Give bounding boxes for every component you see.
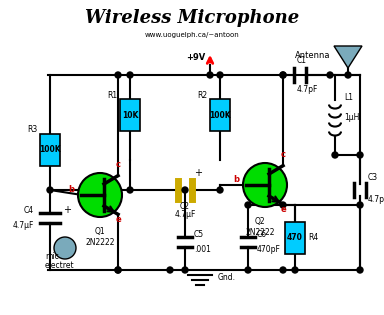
Text: C6: C6	[257, 230, 267, 239]
Circle shape	[115, 72, 121, 78]
Text: 4.7μF: 4.7μF	[174, 210, 196, 219]
Text: C1: C1	[297, 56, 307, 65]
Circle shape	[182, 187, 188, 193]
Text: 470: 470	[287, 233, 303, 243]
Circle shape	[217, 187, 223, 193]
Circle shape	[357, 202, 363, 208]
Text: +: +	[194, 168, 202, 178]
Text: 2N2222: 2N2222	[85, 238, 115, 247]
Text: +: +	[63, 205, 71, 215]
Text: e: e	[281, 205, 287, 214]
Text: +9V: +9V	[186, 54, 205, 62]
Circle shape	[280, 72, 286, 78]
Text: C2: C2	[180, 202, 190, 211]
Text: b: b	[68, 186, 74, 194]
Text: 100K: 100K	[209, 111, 231, 119]
Circle shape	[54, 237, 76, 259]
Circle shape	[280, 72, 286, 78]
FancyBboxPatch shape	[40, 134, 60, 166]
Circle shape	[357, 152, 363, 158]
Circle shape	[78, 173, 122, 217]
Text: C3: C3	[368, 173, 378, 182]
Text: 4.7pF: 4.7pF	[368, 195, 384, 204]
Circle shape	[243, 163, 287, 207]
Text: Q1: Q1	[95, 227, 105, 236]
Circle shape	[280, 202, 286, 208]
Circle shape	[127, 72, 133, 78]
Circle shape	[115, 267, 121, 273]
Circle shape	[47, 187, 53, 193]
Circle shape	[357, 267, 363, 273]
Text: 470pF: 470pF	[257, 245, 281, 254]
Circle shape	[345, 72, 351, 78]
Text: 100K: 100K	[39, 146, 61, 154]
Text: R2: R2	[197, 90, 207, 100]
Text: electret: electret	[45, 261, 74, 270]
Text: Wireless Microphone: Wireless Microphone	[85, 9, 299, 27]
Circle shape	[217, 72, 223, 78]
Circle shape	[207, 72, 213, 78]
Polygon shape	[334, 46, 362, 68]
Circle shape	[167, 267, 173, 273]
Text: C5: C5	[194, 230, 204, 239]
Text: e: e	[116, 215, 122, 224]
Text: 4.7pF: 4.7pF	[297, 85, 318, 94]
Text: Gnd.: Gnd.	[218, 272, 236, 282]
Text: R1: R1	[107, 90, 117, 100]
Text: .001: .001	[194, 245, 211, 254]
Text: mic: mic	[45, 252, 59, 261]
Circle shape	[327, 72, 333, 78]
Text: 1μH: 1μH	[344, 113, 359, 123]
Text: c: c	[116, 160, 121, 169]
Circle shape	[115, 267, 121, 273]
Text: www.uoguelph.ca/~antoon: www.uoguelph.ca/~antoon	[145, 32, 239, 38]
Circle shape	[182, 267, 188, 273]
Text: C4: C4	[24, 206, 34, 215]
Circle shape	[332, 152, 338, 158]
Circle shape	[127, 187, 133, 193]
Text: R3: R3	[27, 125, 37, 135]
Circle shape	[245, 202, 251, 208]
Text: Q2: Q2	[255, 217, 265, 226]
FancyBboxPatch shape	[210, 99, 230, 131]
Text: 4.7μF: 4.7μF	[13, 221, 34, 230]
Circle shape	[280, 267, 286, 273]
Text: L1: L1	[344, 94, 353, 102]
Text: R4: R4	[308, 233, 318, 243]
Text: 2N2222: 2N2222	[245, 228, 275, 237]
Text: b: b	[233, 175, 239, 185]
Text: 10K: 10K	[122, 111, 138, 119]
Text: Antenna: Antenna	[295, 50, 330, 60]
FancyBboxPatch shape	[285, 222, 305, 254]
Circle shape	[245, 267, 251, 273]
FancyBboxPatch shape	[120, 99, 140, 131]
Text: c: c	[281, 150, 286, 159]
Circle shape	[292, 267, 298, 273]
